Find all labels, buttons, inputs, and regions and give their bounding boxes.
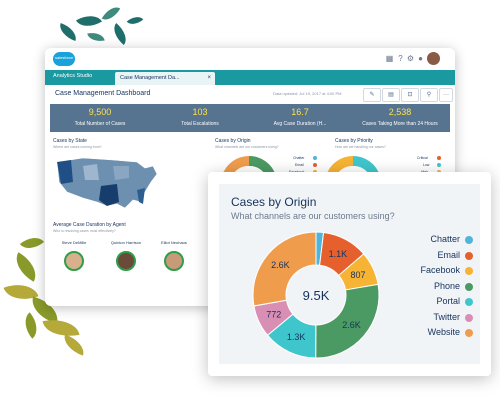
legend-dot-critical bbox=[437, 156, 441, 160]
legend-item-portal[interactable]: Portal bbox=[401, 296, 477, 308]
legend-label: Website bbox=[427, 327, 460, 337]
grid-icon[interactable]: ▦ bbox=[385, 54, 394, 63]
agent-avatar bbox=[164, 251, 184, 271]
agent-card[interactable]: Elliot Neuhaus bbox=[149, 240, 199, 271]
state-panel-subtitle: Where are cases coming from? bbox=[53, 145, 102, 149]
mini-legend-low: Low bbox=[423, 163, 430, 167]
slice-label-email: 1.1K bbox=[329, 249, 348, 259]
gear-icon[interactable]: ⚙ bbox=[406, 54, 415, 63]
legend-label: Chatter bbox=[430, 234, 460, 244]
legend-dot bbox=[465, 251, 473, 260]
legend-label: Email bbox=[437, 249, 460, 260]
kpi-total-cases[interactable]: 9,500 Total Number of Cases bbox=[50, 104, 150, 132]
legend-dot bbox=[465, 236, 473, 244]
help-icon[interactable]: ? bbox=[398, 54, 403, 63]
agent-avatar bbox=[64, 251, 84, 271]
legend-label: Portal bbox=[436, 296, 460, 306]
kpi-label: Avg Case Duration (H... bbox=[273, 121, 327, 127]
share-button[interactable]: ▤ bbox=[382, 88, 400, 102]
top-bar: salesforce ▦ ? ⚙ ● bbox=[45, 48, 455, 71]
origin-mini-donut[interactable] bbox=[214, 156, 284, 176]
card-body: Cases by Origin What channels are our cu… bbox=[219, 184, 480, 364]
kpi-value: 2,538 bbox=[388, 107, 412, 117]
kpi-label: Total Escalations bbox=[181, 121, 219, 127]
legend-item-chatter[interactable]: Chatter bbox=[401, 234, 477, 246]
card-subtitle: What channels are our customers using? bbox=[231, 211, 395, 221]
close-icon[interactable]: × bbox=[207, 75, 211, 81]
updated-timestamp: Data updated: Jul 19, 2017 at 4:00 PM bbox=[273, 91, 342, 96]
save-button[interactable]: ⊡ bbox=[401, 88, 419, 102]
priority-panel-subtitle: How are we handling our cases? bbox=[335, 145, 386, 149]
kpi-value: 9,500 bbox=[88, 107, 112, 117]
tab-label: Case Management Da... bbox=[120, 75, 180, 81]
legend-dot-low bbox=[437, 163, 441, 167]
legend-item-website[interactable]: Website bbox=[401, 327, 477, 339]
more-button[interactable]: ··· bbox=[439, 88, 453, 102]
kpi-label: Cases Taking More than 24 Hours bbox=[362, 121, 438, 127]
logo-text: salesforce bbox=[55, 55, 74, 60]
slice-label-twitter: 772 bbox=[266, 310, 281, 320]
kpi-band: 9,500 Total Number of Cases 103 Total Es… bbox=[50, 104, 450, 132]
slice-label-portal: 1.3K bbox=[287, 332, 306, 342]
donut-slice-phone[interactable] bbox=[315, 283, 380, 359]
origin-panel-subtitle: What channels are our customers using? bbox=[215, 145, 279, 149]
slice-label-phone: 2.6K bbox=[342, 320, 361, 330]
agent-avatar bbox=[116, 251, 136, 271]
legend-dot-chatter bbox=[313, 156, 317, 160]
kpi-value: 16.7 bbox=[291, 107, 309, 117]
legend-dot-email bbox=[313, 163, 317, 167]
legend-label: Phone bbox=[433, 280, 460, 291]
agent-card[interactable]: Quinton Harrison bbox=[101, 240, 151, 271]
legend-dot bbox=[465, 282, 473, 291]
legend-dot bbox=[465, 298, 473, 306]
agent-card[interactable]: Steve DeMille bbox=[49, 240, 99, 271]
kpi-cases-over-24h[interactable]: 2,538 Cases Taking More than 24 Hours bbox=[350, 104, 450, 132]
legend-dot bbox=[465, 313, 473, 322]
legend-dot bbox=[465, 329, 473, 337]
agent-panel-subtitle: Who is resolving cases most effectively? bbox=[53, 229, 116, 233]
kpi-avg-duration[interactable]: 16.7 Avg Case Duration (H... bbox=[250, 104, 350, 132]
mini-legend-critical: Critical bbox=[417, 156, 428, 160]
agent-panel-title: Average Case Duration by Agent bbox=[53, 222, 126, 228]
donut-center-total: 9.5K bbox=[303, 288, 330, 303]
app-name[interactable]: Analytics Studio bbox=[53, 73, 93, 79]
priority-panel-title: Cases by Priority bbox=[335, 138, 373, 144]
legend-item-email[interactable]: Email bbox=[401, 250, 477, 262]
origin-donut-chart[interactable]: 1.1K 807 2.6K 1.3K 772 2.6K 9.5K bbox=[251, 230, 381, 360]
legend-item-phone[interactable]: Phone bbox=[401, 281, 477, 293]
card-title: Cases by Origin bbox=[231, 195, 317, 209]
legend-label: Twitter bbox=[433, 311, 460, 322]
agent-name: Elliot Neuhaus bbox=[161, 240, 187, 245]
legend-label: Facebook bbox=[420, 265, 460, 275]
user-avatar[interactable] bbox=[427, 52, 440, 65]
slice-label-facebook: 807 bbox=[351, 270, 366, 280]
legend-item-facebook[interactable]: Facebook bbox=[401, 265, 477, 277]
kpi-total-escalations[interactable]: 103 Total Escalations bbox=[150, 104, 250, 132]
salesforce-logo[interactable]: salesforce bbox=[53, 52, 75, 66]
priority-mini-donut[interactable] bbox=[318, 156, 388, 176]
agent-name: Steve DeMille bbox=[61, 240, 87, 245]
legend-dot bbox=[465, 267, 473, 275]
mini-legend-email: Email bbox=[295, 163, 304, 167]
cases-by-origin-card: Cases by Origin What channels are our cu… bbox=[208, 172, 491, 376]
legend-item-twitter[interactable]: Twitter bbox=[401, 312, 477, 324]
us-map[interactable] bbox=[53, 152, 163, 212]
kpi-value: 103 bbox=[192, 107, 208, 117]
kpi-label: Total Number of Cases bbox=[74, 121, 126, 127]
slice-label-website: 2.6K bbox=[271, 260, 290, 270]
mini-legend-chatter: Chatter bbox=[293, 156, 305, 160]
state-panel-title: Cases by State bbox=[53, 138, 87, 144]
dashboard-title: Case Management Dashboard bbox=[55, 90, 151, 97]
tab-case-management[interactable]: Case Management Da... × bbox=[115, 72, 215, 85]
donut-slice-website[interactable] bbox=[252, 231, 317, 307]
bell-icon[interactable]: ● bbox=[418, 54, 423, 63]
edit-button[interactable]: ✎ bbox=[363, 88, 381, 102]
origin-panel-title: Cases by Origin bbox=[215, 138, 251, 144]
agent-name: Quinton Harrison bbox=[110, 240, 142, 245]
search-button[interactable]: ⚲ bbox=[420, 88, 438, 102]
tab-bar: Analytics Studio Case Management Da... × bbox=[45, 70, 455, 85]
